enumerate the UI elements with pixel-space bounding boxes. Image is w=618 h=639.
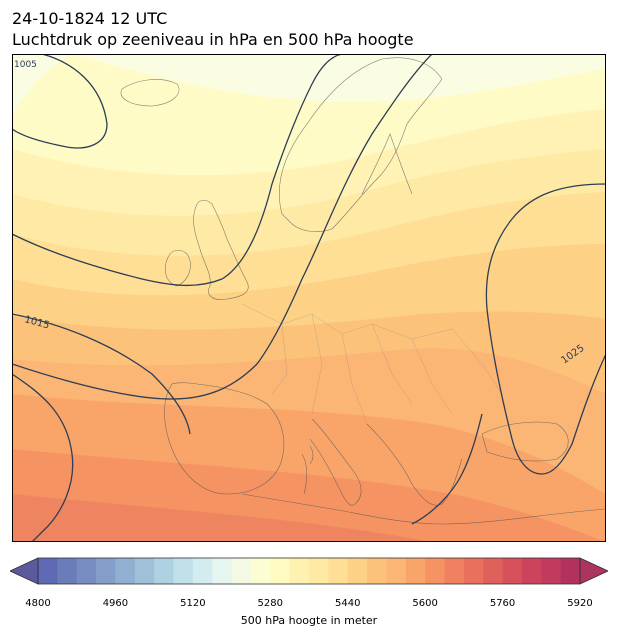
colorbar-cell [483, 558, 503, 584]
colorbar-cell [270, 558, 291, 584]
country-borders [241, 303, 503, 425]
colorbar-label: 500 hPa hoogte in meter [240, 614, 378, 627]
isobar-1025-balkan [411, 413, 483, 525]
coastline-balkans [366, 423, 463, 506]
colorbar-tick-label: 5920 [567, 598, 593, 609]
colorbar-cell [560, 558, 581, 584]
isobar-1025-east [485, 183, 606, 475]
colorbar-extend-low [10, 558, 38, 584]
colorbar-tick-label: 5120 [180, 598, 206, 609]
colorbar-cell [173, 558, 194, 584]
coastline-corsica-sardinia [301, 445, 314, 495]
isobar-1005-north [12, 54, 108, 149]
colorbar-cell [444, 558, 465, 584]
colorbar-cell [309, 558, 329, 584]
colorbar-cell [76, 558, 97, 584]
colorbar-cell [386, 558, 407, 584]
map-title-description: Luchtdruk op zeeniveau in hPa en 500 hPa… [12, 30, 414, 49]
colorbar-cells [38, 558, 581, 584]
colorbar-cell [367, 558, 387, 584]
coastline-scandinavia [279, 57, 443, 233]
colorbar-tick-label: 4960 [102, 598, 129, 609]
coastline-black-sea [481, 421, 569, 462]
map-title-date: 24-10-1824 12 UTC [12, 9, 168, 28]
colorbar [10, 557, 608, 585]
colorbar-cell [57, 558, 78, 584]
coastline-iberia [164, 382, 285, 495]
colorbar-cell [231, 558, 252, 584]
colorbar-cell [425, 558, 445, 584]
isobar-1020 [12, 54, 433, 400]
colorbar-cell [289, 558, 310, 584]
coastline-ireland [164, 249, 191, 287]
colorbar-tick-label: 5280 [257, 598, 284, 609]
isobar-1010-sw [12, 313, 191, 435]
weather-map: 1005 1015 1025 [12, 54, 606, 542]
colorbar-cell [134, 558, 155, 584]
colorbar-tick-label: 4800 [25, 598, 51, 609]
colorbar-tick-label: 5600 [412, 598, 438, 609]
isobar-label-1005: 1005 [14, 60, 37, 70]
coastline-great-britain [193, 199, 249, 300]
colorbar-cell [521, 558, 542, 584]
colorbar-extend-high [580, 558, 608, 584]
colorbar-tick-label: 5760 [489, 598, 516, 609]
colorbar-cell [96, 558, 116, 584]
colorbar-cell [115, 558, 136, 584]
coastline-gulf-bothnia [361, 133, 413, 195]
colorbar-cell [154, 558, 174, 584]
colorbar-cell [328, 558, 349, 584]
coastline-italy [309, 418, 362, 506]
colorbar-cell [250, 558, 271, 584]
colorbar-cell [463, 558, 484, 584]
colorbar-cell [38, 558, 58, 584]
colorbar-cell [405, 558, 426, 584]
colorbar-tick-label: 5440 [334, 598, 361, 609]
coastline-mediterranean [241, 493, 606, 525]
colorbar-cell [212, 558, 232, 584]
colorbar-cell [347, 558, 368, 584]
isobar-1005-west [12, 373, 74, 542]
colorbar-cell [541, 558, 562, 584]
isobar-1015 [12, 54, 343, 287]
colorbar-cell [502, 558, 523, 584]
coastline-iceland [120, 79, 180, 107]
colorbar-cell [192, 558, 213, 584]
map-fill-band [12, 494, 432, 542]
